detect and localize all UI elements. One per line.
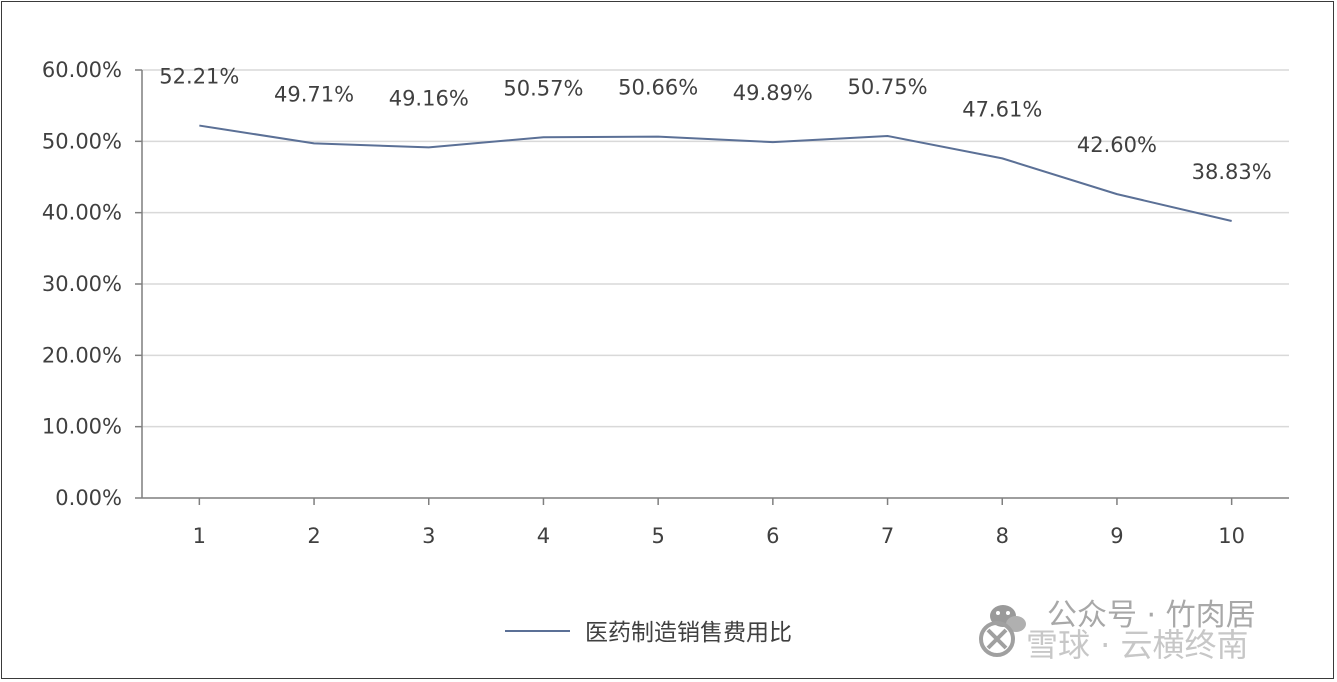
data-label: 49.71% — [274, 82, 354, 106]
series-line — [199, 124, 1232, 222]
y-tick-label: 60.00% — [42, 58, 122, 82]
legend: 医药制造销售费用比 — [505, 620, 792, 646]
x-tick-label: 5 — [651, 524, 664, 548]
x-tick-label: 1 — [193, 524, 206, 548]
x-tick-label: 7 — [881, 524, 894, 548]
data-label: 52.21% — [159, 65, 239, 89]
data-label: 50.66% — [618, 76, 698, 100]
x-tick-label: 2 — [307, 524, 320, 548]
watermark: 公众号 · 竹肉居 雪球 · 云横终南 — [979, 598, 1256, 664]
xueqiu-logo-icon — [979, 621, 1015, 657]
y-tick-label: 0.00% — [55, 486, 122, 510]
data-label: 50.75% — [848, 75, 928, 99]
data-label: 38.83% — [1192, 160, 1272, 184]
x-tick-label: 8 — [996, 524, 1009, 548]
watermark-line-1: 公众号 · 竹肉居 — [1047, 598, 1256, 633]
y-tick-label: 10.00% — [42, 415, 122, 439]
y-tick-label: 40.00% — [42, 201, 122, 225]
series-group — [199, 124, 1232, 222]
gridlines — [142, 69, 1289, 428]
watermark-line-2: 雪球 · 云横终南 — [1026, 626, 1249, 664]
x-tick-label: 6 — [766, 524, 779, 548]
data-label: 47.61% — [962, 97, 1042, 121]
x-tick-labels: 1 2 3 4 5 6 7 8 9 10 — [193, 524, 1245, 548]
x-tick-label: 4 — [537, 524, 550, 548]
x-tick-label: 3 — [422, 524, 435, 548]
data-label: 49.89% — [733, 81, 813, 105]
y-tick-label: 20.00% — [42, 343, 122, 367]
axes — [135, 69, 1289, 505]
y-tick-labels: 0.00% 10.00% 20.00% 30.00% 40.00% 50.00% 60.00… — [42, 58, 122, 510]
data-label: 42.60% — [1077, 133, 1157, 157]
y-tick-label: 30.00% — [42, 272, 122, 296]
x-tick-label: 9 — [1110, 524, 1123, 548]
data-labels: 52.21% 49.71% 49.16% 50.57% 50.66% 49.89% 50.7… — [159, 65, 1271, 184]
y-tick-label: 50.00% — [42, 129, 122, 153]
data-label: 49.16% — [389, 86, 469, 110]
data-label: 50.57% — [503, 76, 583, 100]
x-tick-label: 10 — [1218, 524, 1245, 548]
legend-label: 医药制造销售费用比 — [585, 620, 792, 646]
